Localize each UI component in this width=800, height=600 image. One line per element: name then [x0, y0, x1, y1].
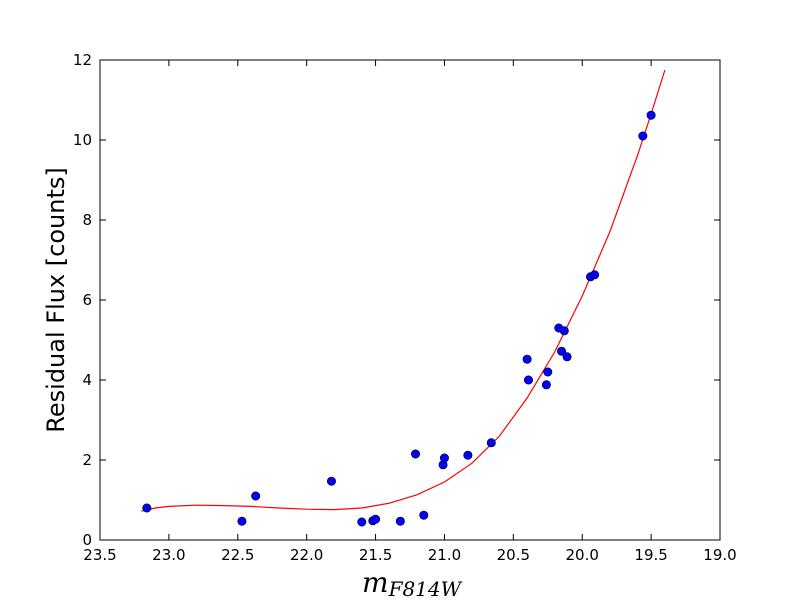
x-tick-label: 19.0 — [703, 546, 736, 564]
y-axis-label: Residual Flux [counts] — [42, 167, 70, 432]
data-point — [486, 438, 496, 448]
x-tick-label: 19.5 — [634, 546, 667, 564]
data-point — [557, 346, 567, 356]
data-point — [411, 449, 421, 459]
tick-labels: 23.5 23.0 22.5 22.0 21.5 21.0 20.5 20.0 19.5 19.0… — [73, 51, 737, 564]
y-tick-label: 10 — [73, 131, 92, 149]
data-point — [439, 453, 449, 463]
x-tick-label: 22.0 — [290, 546, 323, 564]
data-point — [326, 476, 336, 486]
x-axis-label-subscript: F814W — [388, 577, 463, 600]
x-tick-label: 23.5 — [83, 546, 116, 564]
plot-area — [141, 69, 666, 527]
x-tick-label: 20.0 — [566, 546, 599, 564]
data-point — [541, 380, 551, 390]
data-point — [237, 516, 247, 526]
y-tick-label: 4 — [82, 371, 92, 389]
y-tick-label: 6 — [82, 291, 92, 309]
y-tick-label: 12 — [73, 51, 92, 69]
data-point — [463, 450, 473, 460]
data-point — [371, 514, 381, 524]
x-tick-label: 21.5 — [359, 546, 392, 564]
data-point — [590, 270, 600, 280]
y-tick-label: 2 — [82, 451, 92, 469]
x-axis-label-main: m — [362, 566, 389, 599]
x-tick-label: 21.0 — [428, 546, 461, 564]
y-tick-label: 8 — [82, 211, 92, 229]
y-tick-label: 0 — [82, 531, 92, 549]
x-tick-label: 20.5 — [497, 546, 530, 564]
fit-curve — [141, 69, 666, 512]
x-tick-label: 22.5 — [221, 546, 254, 564]
x-tick-label: 23.0 — [152, 546, 185, 564]
data-point — [142, 503, 152, 513]
data-point — [543, 367, 553, 377]
data-point — [419, 510, 429, 520]
data-point — [357, 517, 367, 527]
data-point — [559, 326, 569, 336]
data-point — [523, 375, 533, 385]
data-point — [522, 354, 532, 364]
data-point — [562, 352, 572, 362]
data-point — [646, 110, 656, 120]
data-point — [395, 516, 405, 526]
data-point — [638, 131, 648, 141]
data-point — [251, 491, 261, 501]
x-axis-label: mF814W — [362, 566, 463, 600]
axis-ticks — [99, 59, 721, 541]
